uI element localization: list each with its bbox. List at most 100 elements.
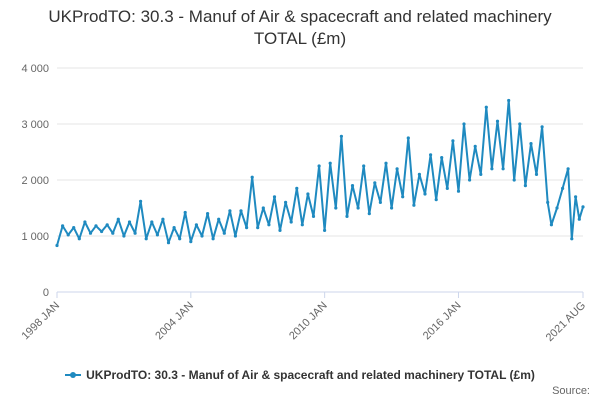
data-point [256, 226, 260, 230]
data-point [189, 240, 193, 244]
y-axis-ticks: 0 1 000 2 000 3 000 4 000 [21, 63, 49, 299]
data-point [490, 167, 494, 171]
data-point [217, 217, 221, 221]
data-point [284, 200, 288, 204]
series-layer [55, 98, 585, 248]
data-point [462, 122, 466, 126]
data-point [479, 172, 483, 176]
data-point [278, 228, 282, 232]
data-point [577, 217, 581, 221]
data-point [473, 144, 477, 148]
data-point [390, 206, 394, 210]
data-point [566, 167, 570, 171]
data-point [534, 172, 539, 176]
data-point [456, 189, 461, 193]
data-point [66, 233, 70, 237]
data-point [574, 195, 578, 199]
legend[interactable]: UKProdTO: 30.3 - Manuf of Air & spacecra… [0, 368, 600, 382]
data-point [144, 237, 148, 241]
y-tick-label: 1 000 [21, 231, 49, 243]
data-point [570, 237, 574, 241]
data-point [529, 142, 533, 146]
data-point [345, 214, 349, 218]
data-point [300, 223, 304, 227]
data-point [417, 172, 421, 176]
data-point [200, 234, 204, 238]
data-point [451, 139, 455, 143]
data-point [328, 161, 332, 165]
x-axis: 1998 JAN 2004 JAN 2010 JAN 2016 JAN 2021 AUG [19, 291, 588, 344]
data-point [222, 231, 226, 235]
data-point [267, 223, 271, 227]
data-point [350, 184, 355, 188]
data-point [194, 223, 198, 227]
data-point [540, 125, 544, 129]
data-point [172, 226, 176, 230]
data-point [546, 200, 550, 204]
data-point [228, 209, 232, 213]
legend-swatch [65, 370, 82, 380]
x-tick-label: 2010 JAN [287, 300, 330, 343]
data-point [55, 243, 59, 248]
data-point [373, 181, 377, 185]
data-point [261, 206, 265, 210]
data-point [423, 192, 427, 196]
data-point [72, 226, 76, 230]
data-point [518, 122, 522, 126]
chart-title: UKProdTO: 30.3 - Manuf of Air & spacecra… [48, 7, 552, 48]
data-point [356, 206, 360, 210]
source-label: Source: [552, 385, 590, 397]
x-tick-label: 2021 AUG [544, 300, 588, 344]
data-point [555, 206, 559, 210]
legend-dot [70, 372, 77, 378]
data-point [178, 237, 182, 241]
data-point [406, 136, 410, 140]
data-point [150, 220, 154, 224]
data-point [250, 175, 254, 179]
data-point [245, 226, 249, 230]
data-point [233, 234, 237, 238]
data-point [77, 237, 81, 241]
data-point [116, 217, 120, 221]
data-point [501, 167, 505, 171]
data-point [306, 192, 310, 196]
data-point [334, 206, 338, 210]
data-point [206, 212, 210, 216]
data-point [161, 217, 165, 221]
data-point [105, 223, 109, 227]
x-tick-label: 2016 JAN [421, 300, 464, 343]
data-point [484, 105, 488, 109]
data-point [211, 237, 215, 241]
data-point [295, 186, 299, 190]
data-point [311, 214, 316, 218]
data-point [83, 220, 87, 224]
data-point [239, 209, 243, 213]
data-point [561, 186, 565, 190]
y-tick-label: 4 000 [21, 63, 49, 75]
data-point [317, 164, 321, 168]
data-point [395, 167, 399, 171]
data-point [440, 156, 444, 160]
data-point [289, 220, 293, 224]
data-point [61, 224, 65, 228]
y-tick-label: 2 000 [21, 175, 49, 187]
data-point [429, 153, 433, 157]
data-point [507, 98, 511, 103]
data-point [183, 210, 187, 215]
data-point [94, 224, 98, 228]
x-tick-label: 2004 JAN [153, 300, 196, 343]
x-tick-label: 1998 JAN [19, 300, 62, 343]
data-point [378, 200, 382, 204]
data-point [155, 233, 159, 237]
data-point [133, 231, 137, 235]
data-point [445, 186, 449, 190]
data-point [339, 134, 343, 138]
data-point [367, 212, 371, 216]
data-point [468, 178, 472, 182]
data-point [401, 195, 405, 199]
data-point [323, 228, 327, 232]
data-point [127, 220, 132, 224]
legend-label: UKProdTO: 30.3 - Manuf of Air & spacecra… [86, 368, 535, 382]
data-point [100, 229, 104, 234]
y-tick-label: 0 [43, 287, 49, 299]
